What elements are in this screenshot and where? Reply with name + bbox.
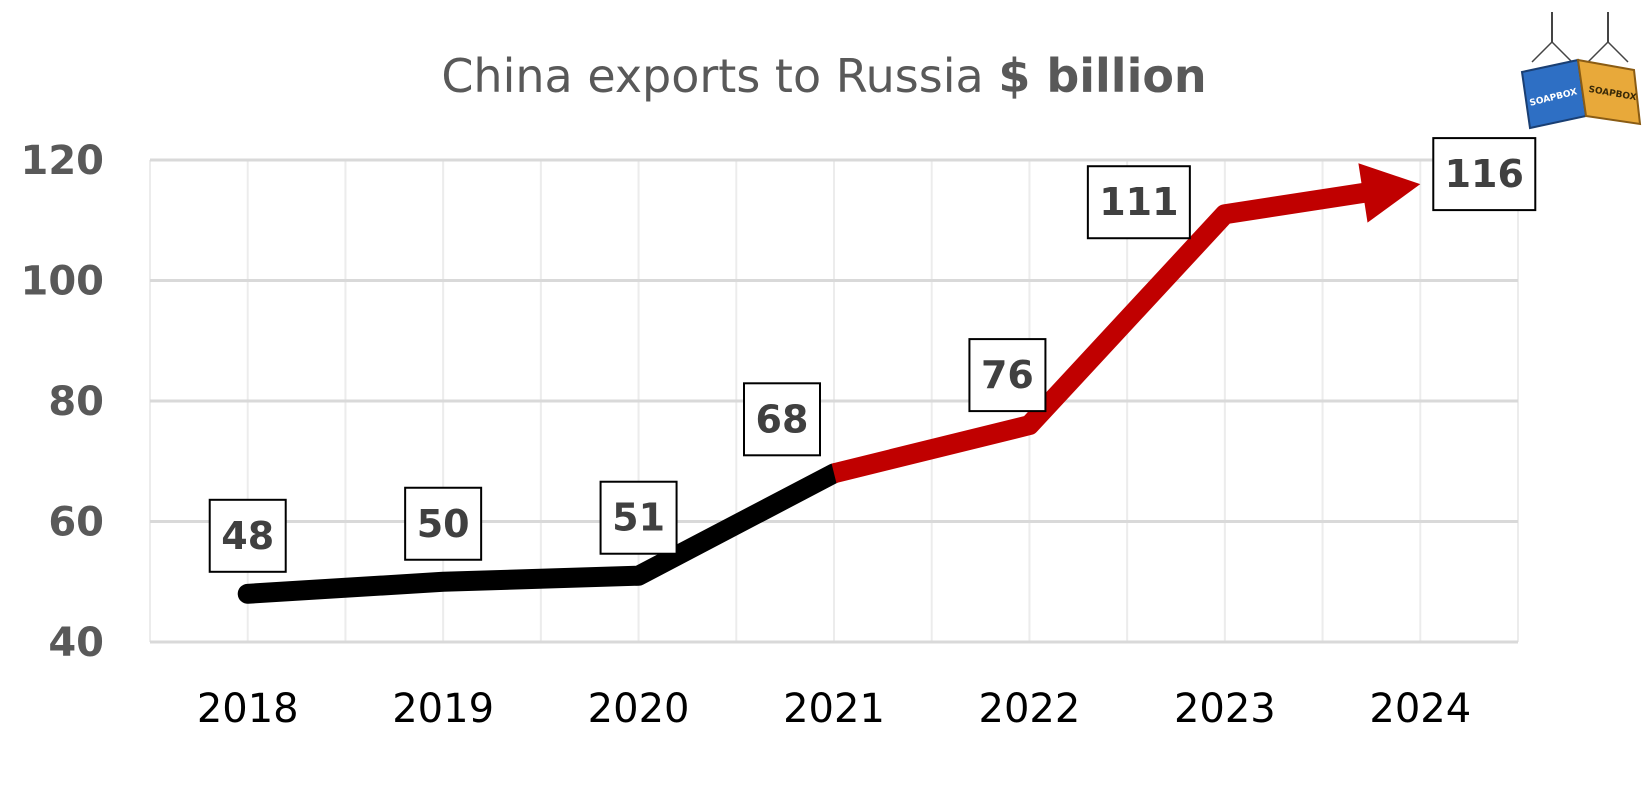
data-label-text: 50 bbox=[417, 502, 470, 546]
y-axis: 40 60 80 100 120 bbox=[21, 138, 105, 666]
data-label: 50 bbox=[404, 486, 483, 561]
x-tick-label: 2018 bbox=[197, 686, 299, 732]
chart-title-text: China exports to Russia bbox=[441, 49, 983, 103]
arrowhead bbox=[1358, 163, 1421, 223]
data-label-text: 111 bbox=[1099, 180, 1178, 224]
data-label-box bbox=[1086, 165, 1191, 240]
data-label-box bbox=[599, 480, 678, 555]
x-tick-label: 2024 bbox=[1369, 686, 1471, 732]
data-label-box bbox=[404, 486, 483, 561]
shipping-containers-icon: SOAPBOX SOAPBOX bbox=[1520, 12, 1642, 130]
data-label-text: 51 bbox=[612, 496, 665, 540]
y-tick-label: 100 bbox=[21, 259, 105, 305]
data-label-text: 48 bbox=[221, 514, 274, 558]
gridlines bbox=[149, 158, 1519, 644]
y-tick-label: 40 bbox=[48, 620, 104, 666]
y-tick-label: 120 bbox=[21, 138, 105, 184]
data-label: 76 bbox=[968, 338, 1047, 413]
data-label: 51 bbox=[599, 480, 678, 555]
data-label: 116 bbox=[1432, 137, 1537, 212]
data-label-box bbox=[743, 382, 821, 457]
data-label-text: 68 bbox=[756, 397, 809, 441]
data-label-box bbox=[968, 338, 1047, 413]
data-labels: 48 50 51 68 76 111 116 bbox=[208, 137, 1537, 573]
x-tick-label: 2023 bbox=[1174, 686, 1276, 732]
x-axis: 2018 2019 2020 2021 2022 2023 2024 bbox=[197, 686, 1471, 732]
data-label: 111 bbox=[1086, 165, 1191, 240]
logo: SOAPBOX SOAPBOX bbox=[1520, 12, 1642, 130]
data-label-box bbox=[1432, 137, 1537, 212]
data-label-box bbox=[208, 498, 287, 573]
chart-title: China exports to Russia $ billion bbox=[441, 49, 1206, 103]
chart-title-unit: $ billion bbox=[998, 49, 1206, 103]
series-line-segment bbox=[237, 463, 844, 604]
data-label: 68 bbox=[743, 382, 821, 457]
x-tick-label: 2022 bbox=[979, 686, 1081, 732]
x-tick-label: 2021 bbox=[783, 686, 885, 732]
series-lines bbox=[237, 163, 1421, 604]
data-label-text: 76 bbox=[981, 353, 1034, 397]
data-label-text: 116 bbox=[1445, 152, 1524, 196]
series-line-segment bbox=[831, 182, 1369, 484]
x-tick-label: 2019 bbox=[392, 686, 494, 732]
y-tick-label: 80 bbox=[48, 379, 104, 425]
x-tick-label: 2020 bbox=[588, 686, 690, 732]
data-label: 48 bbox=[208, 498, 287, 573]
y-tick-label: 60 bbox=[48, 500, 104, 546]
